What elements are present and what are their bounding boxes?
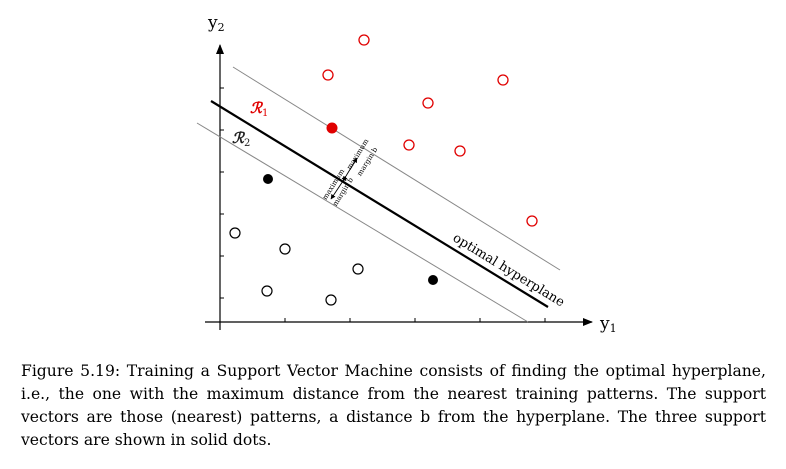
- optimal-hyperplane-line: [210, 100, 549, 308]
- class-2-point: [229, 227, 241, 239]
- upper-margin-arrow: [341, 157, 358, 182]
- class-1-support-vector: [326, 122, 338, 134]
- region-1-label: ℛ1: [250, 99, 268, 119]
- upper-margin-line: [232, 66, 561, 271]
- class-1-patterns: [322, 34, 538, 227]
- hyperplane-label: optimal hyperplane: [450, 231, 567, 311]
- lower-margin-line: [196, 122, 529, 323]
- class-1-point: [322, 69, 334, 81]
- class-2-point: [325, 294, 337, 306]
- class-1-point: [422, 97, 434, 109]
- class-1-point: [526, 215, 538, 227]
- class-1-point: [497, 74, 509, 86]
- class-1-point: [358, 34, 370, 46]
- class-2-patterns: [229, 227, 364, 306]
- class-2-support-vector: [428, 275, 438, 285]
- y-axis-ticks: [220, 87, 224, 299]
- class-2-point: [352, 263, 364, 275]
- class-2-point: [279, 243, 291, 255]
- y-axis-label: y2: [207, 13, 225, 34]
- class-1-point: [454, 145, 466, 157]
- region-2-label: ℛ2: [232, 129, 250, 149]
- class-2-point: [261, 285, 273, 297]
- x-axis-ticks: [284, 318, 546, 322]
- class-2-support-vector: [263, 174, 273, 184]
- x-axis-label: y1: [599, 314, 617, 335]
- lower-margin-arrow: [330, 175, 348, 200]
- figure-caption: Figure 5.19: Training a Support Vector M…: [21, 362, 766, 449]
- class-1-point: [403, 139, 415, 151]
